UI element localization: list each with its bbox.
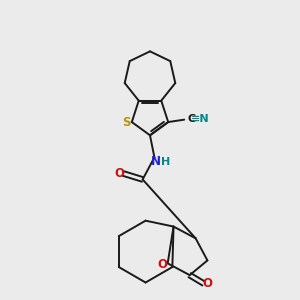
Text: O: O	[158, 258, 167, 271]
Text: ≡N: ≡N	[191, 114, 210, 124]
Text: N: N	[151, 155, 160, 168]
Text: H: H	[161, 157, 170, 167]
Text: O: O	[114, 167, 124, 180]
Text: S: S	[122, 116, 131, 129]
Text: O: O	[202, 277, 212, 290]
Text: C: C	[188, 114, 196, 124]
